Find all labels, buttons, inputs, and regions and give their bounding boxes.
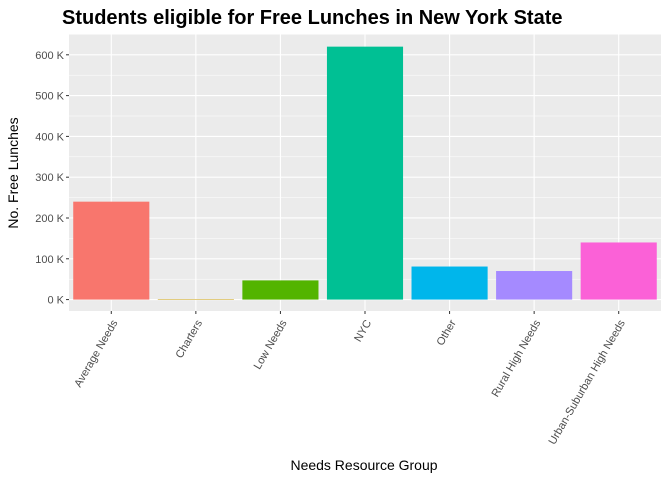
x-tick-label: Rural High Needs: [490, 318, 544, 400]
y-axis: 0 K 100 K 200 K 300 K 400 K 500 K 600 K: [35, 50, 69, 307]
x-tick-label: Other: [435, 318, 459, 348]
bars: [73, 46, 657, 300]
bar: [73, 201, 150, 300]
x-tick-label: NYC: [352, 318, 374, 344]
x-tick-label: Charters: [174, 318, 206, 361]
y-axis-title: No. Free Lunches: [5, 117, 21, 228]
bar: [580, 242, 657, 300]
y-tick-label: 0 K: [47, 295, 64, 307]
bar: [242, 280, 319, 300]
x-tick-label: Urban-Suburban High Needs: [547, 318, 629, 447]
x-tick-label: Low Needs: [252, 318, 290, 372]
y-tick-label: 100 K: [35, 254, 64, 266]
y-tick-label: 400 K: [35, 131, 64, 143]
bar: [411, 266, 488, 300]
y-tick-label: 200 K: [35, 213, 64, 225]
x-axis-title: Needs Resource Group: [290, 457, 437, 473]
x-tick-label: Average Needs: [72, 318, 120, 390]
y-tick-label: 600 K: [35, 50, 64, 62]
x-axis: Average Needs Charters Low Needs NYC Other Ru…: [72, 311, 628, 447]
bar: [157, 299, 234, 300]
chart-title: Students eligible for Free Lunches in Ne…: [62, 7, 562, 29]
bar: [326, 46, 404, 300]
bar: [496, 271, 573, 300]
y-tick-label: 500 K: [35, 91, 64, 103]
y-tick-label: 300 K: [35, 172, 64, 184]
